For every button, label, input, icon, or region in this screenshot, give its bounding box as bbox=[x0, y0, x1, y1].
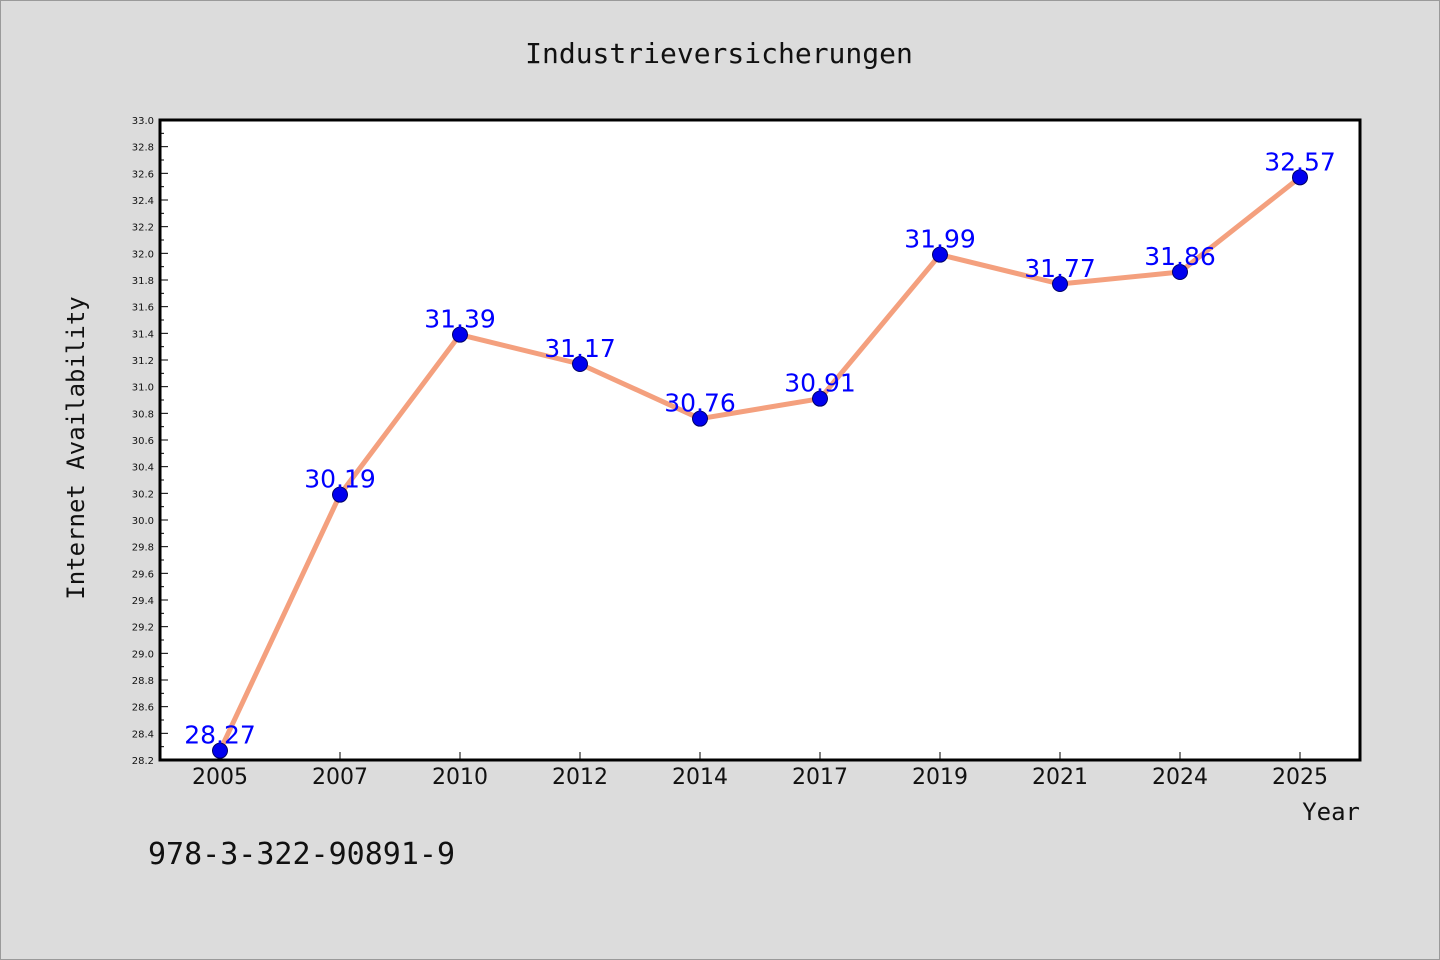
y-tick-label: 28.8 bbox=[132, 676, 154, 687]
data-point-marker bbox=[1292, 169, 1308, 186]
data-label-group: 28.27 30.19 31.39 31.17 30.76 30.91 31.99 31.77… bbox=[184, 147, 1336, 749]
x-tick-label: 2019 bbox=[912, 765, 968, 790]
y-tick-label: 30.2 bbox=[132, 489, 154, 500]
x-tick-label: 2024 bbox=[1152, 765, 1208, 790]
y-tick-label: 31.6 bbox=[132, 303, 154, 314]
y-tick-label: 30.6 bbox=[132, 436, 154, 447]
x-tick-label: 2025 bbox=[1272, 765, 1328, 790]
x-tick-label: 2021 bbox=[1032, 765, 1088, 790]
data-point-marker bbox=[1052, 276, 1068, 292]
isbn-text: 978-3-322-90891-9 bbox=[148, 837, 455, 872]
data-label: 32.57 bbox=[1264, 147, 1336, 176]
y-tick-label: 28.4 bbox=[132, 729, 154, 740]
data-label: 30.19 bbox=[304, 465, 376, 494]
y-tick-label: 30.0 bbox=[132, 516, 154, 527]
data-label: 28.27 bbox=[184, 721, 256, 750]
y-tick-label: 29.4 bbox=[132, 596, 154, 607]
y-tick-label: 32.0 bbox=[132, 249, 154, 260]
y-tick-label: 33.0 bbox=[132, 116, 154, 127]
x-tick-label: 2012 bbox=[552, 765, 608, 790]
y-tick-label: 32.6 bbox=[132, 169, 154, 180]
data-label: 31.39 bbox=[424, 305, 496, 334]
marker-group bbox=[212, 169, 1308, 759]
y-tick-label: 31.2 bbox=[132, 356, 154, 367]
data-point-marker bbox=[692, 410, 708, 427]
y-tick-label: 29.2 bbox=[132, 623, 154, 634]
data-label: 31.99 bbox=[904, 225, 976, 254]
x-tick-label: 2007 bbox=[312, 765, 368, 790]
y-tick-label: 29.6 bbox=[132, 569, 154, 580]
x-tick-label: 2014 bbox=[672, 765, 728, 790]
y-tick-label: 30.4 bbox=[132, 463, 154, 474]
data-point-marker bbox=[572, 356, 588, 372]
y-axis-label: Internet Availability bbox=[62, 296, 90, 599]
y-tick-label: 31.8 bbox=[132, 276, 154, 287]
data-point-marker bbox=[332, 486, 348, 503]
data-label: 31.77 bbox=[1024, 254, 1096, 283]
x-tick-label: 2005 bbox=[192, 765, 248, 790]
y-tick-label: 32.8 bbox=[132, 143, 154, 154]
y-tick-label: 29.8 bbox=[132, 543, 154, 554]
y-tick-label: 31.0 bbox=[132, 383, 154, 394]
x-axis-label: Year bbox=[1302, 798, 1360, 826]
x-axis-ticks: 2005 2007 2010 2012 2014 2017 2019 2021 2024 2025 bbox=[192, 752, 1328, 790]
series-line-group bbox=[217, 174, 1303, 754]
data-label: 31.86 bbox=[1144, 242, 1216, 271]
data-label: 30.91 bbox=[784, 369, 856, 398]
data-point-marker bbox=[932, 246, 948, 263]
data-label: 30.76 bbox=[664, 389, 736, 418]
x-tick-label: 2017 bbox=[792, 765, 848, 790]
chart-title: Industrieversicherungen bbox=[525, 37, 913, 70]
y-tick-label: 32.4 bbox=[132, 196, 154, 207]
y-tick-label: 32.2 bbox=[132, 223, 154, 234]
y-tick-label: 28.6 bbox=[132, 703, 154, 714]
data-point-marker bbox=[452, 326, 468, 343]
data-point-marker bbox=[812, 390, 828, 407]
plot-area bbox=[158, 118, 1362, 762]
y-axis-ticks: 28.2 28.4 28.6 28.8 29.0 29.2 29.4 29.6 29.8 30.0… bbox=[132, 116, 168, 767]
data-label: 31.17 bbox=[544, 334, 616, 363]
data-point-marker bbox=[212, 742, 228, 759]
y-tick-label: 29.0 bbox=[132, 649, 154, 660]
x-tick-label: 2010 bbox=[432, 765, 488, 790]
data-point-marker bbox=[1172, 264, 1188, 280]
series-line bbox=[217, 174, 1303, 754]
y-tick-label: 28.2 bbox=[132, 756, 154, 767]
y-tick-label: 30.8 bbox=[132, 409, 154, 420]
y-tick-label: 31.4 bbox=[132, 329, 154, 340]
